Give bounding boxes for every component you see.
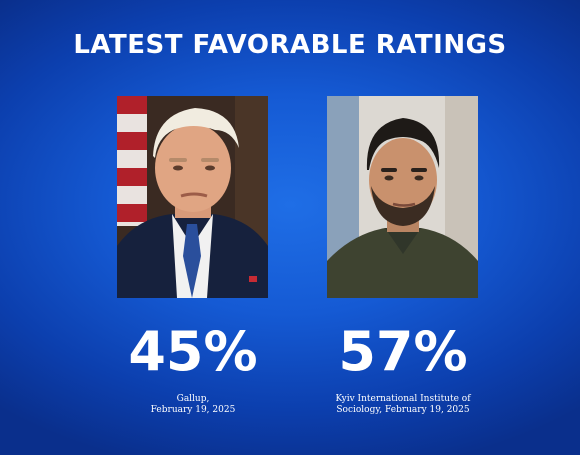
- portrait-photo-icon: [327, 96, 478, 298]
- headline: LATEST FAVORABLE RATINGS: [73, 30, 507, 60]
- left-portrait-photo: [117, 96, 268, 298]
- left-source-line-2: February 19, 2025: [150, 405, 236, 415]
- right-source-caption: Kyiv International Institute of Sociolog…: [298, 394, 508, 416]
- right-source-line-1: Kyiv International Institute of: [335, 394, 471, 404]
- left-source-line-1: Gallup,: [176, 394, 210, 404]
- right-source-line-2: Sociology, February 19, 2025: [336, 405, 470, 415]
- left-favorable-percent: 45%: [128, 320, 258, 383]
- right-favorable-percent: 57%: [338, 320, 468, 383]
- left-source-caption: Gallup, February 19, 2025: [88, 394, 298, 416]
- right-portrait-photo: [327, 96, 478, 298]
- portrait-photo-icon: [117, 96, 268, 298]
